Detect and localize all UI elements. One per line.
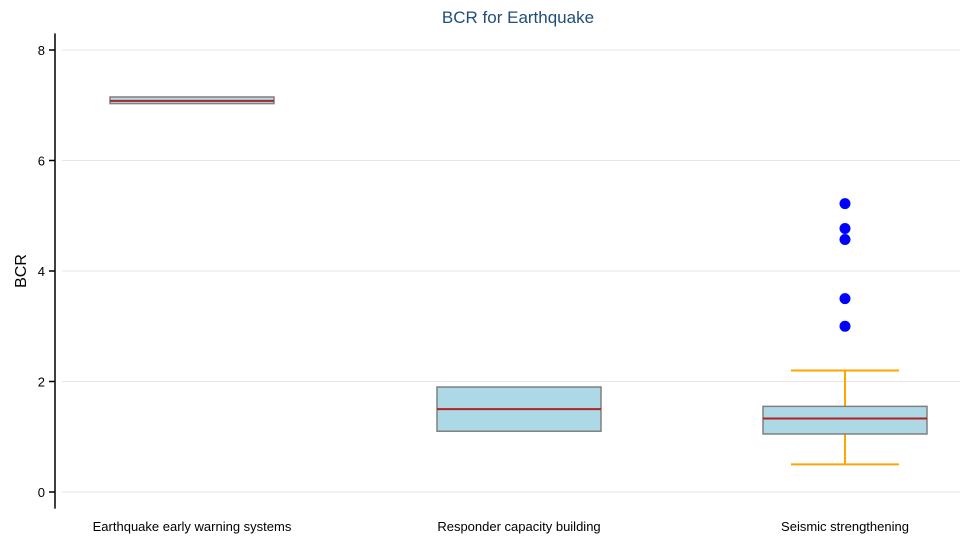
chart-title: BCR for Earthquake [442, 8, 594, 27]
outlier-point [839, 198, 851, 210]
box [762, 405, 928, 435]
category-label: Earthquake early warning systems [93, 519, 292, 534]
category-label: Seismic strengthening [781, 519, 909, 534]
outlier-point [839, 293, 851, 305]
grid-lines [62, 49, 960, 493]
outlier-point [839, 222, 851, 234]
box-group [109, 96, 275, 105]
category-labels: Earthquake early warning systems Responde… [93, 519, 909, 534]
y-tick-label: 4 [38, 264, 45, 279]
box-group [762, 198, 928, 466]
y-tick-label: 2 [38, 375, 45, 390]
box-group [436, 386, 602, 432]
outlier-point [839, 234, 851, 246]
y-axis: 0 2 4 6 8 [38, 33, 56, 509]
y-tick-label: 0 [38, 485, 45, 500]
outlier-point [839, 320, 851, 332]
y-axis-label: BCR [13, 254, 30, 288]
y-tick-label: 8 [38, 43, 45, 58]
boxes-layer [109, 96, 928, 466]
category-label: Responder capacity building [437, 519, 600, 534]
y-tick-label: 6 [38, 154, 45, 169]
